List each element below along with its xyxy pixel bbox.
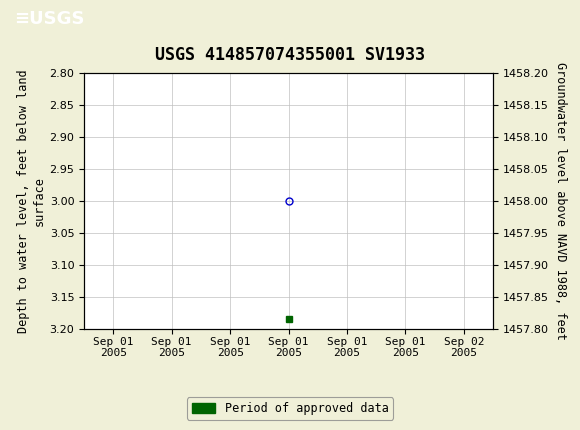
Text: USGS 414857074355001 SV1933: USGS 414857074355001 SV1933 [155, 46, 425, 64]
Y-axis label: Depth to water level, feet below land
surface: Depth to water level, feet below land su… [17, 69, 45, 333]
Y-axis label: Groundwater level above NAVD 1988, feet: Groundwater level above NAVD 1988, feet [554, 62, 567, 340]
Text: ≡USGS: ≡USGS [14, 10, 85, 28]
Legend: Period of approved data: Period of approved data [187, 397, 393, 420]
